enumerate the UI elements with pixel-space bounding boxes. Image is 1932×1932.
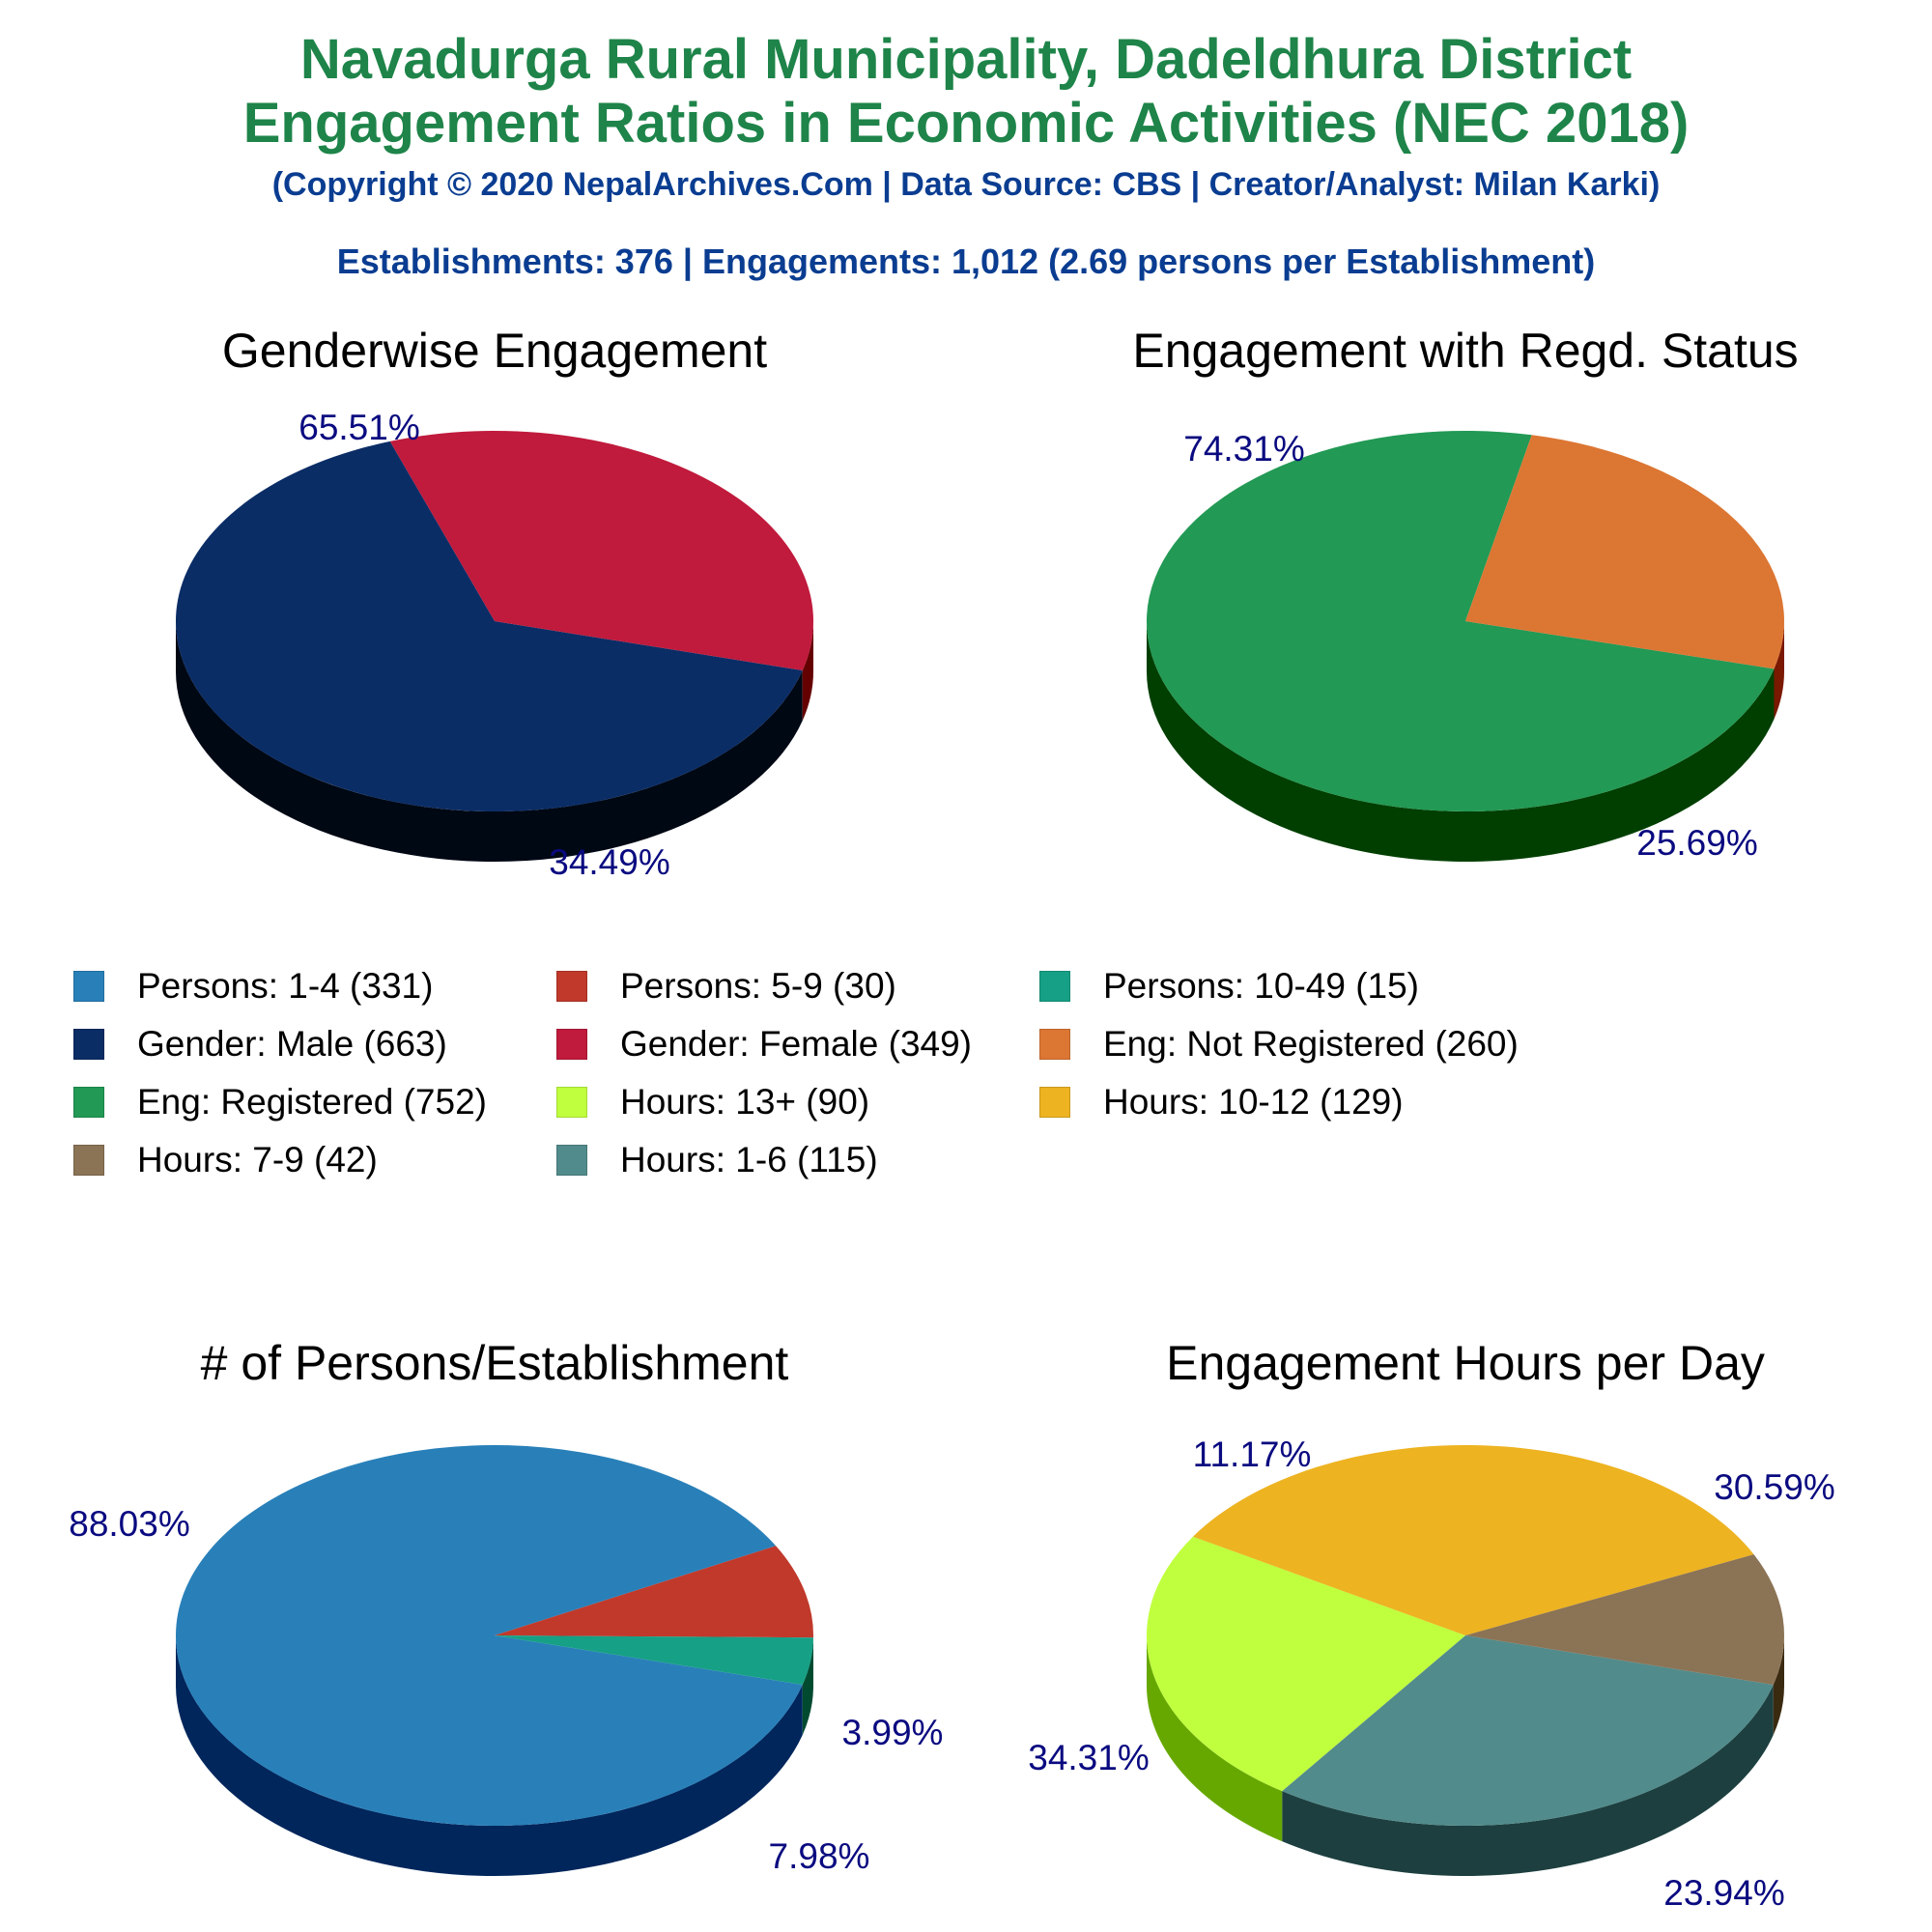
pie-slice-side-not-registered xyxy=(1774,621,1784,720)
pie-percent-label: 11.17% xyxy=(1193,1435,1312,1474)
legend-swatch xyxy=(73,1087,104,1118)
pie-chart-2: Engagement with Regd. Status 74.31% 25.69% xyxy=(1132,324,1798,863)
pie-chart-4: Engagement Hours per Day 30.59% 23.94% 34.3… xyxy=(1028,1336,1835,1913)
pie-percent-label: 30.59% xyxy=(1714,1467,1835,1507)
pie-slice-registered xyxy=(1147,431,1775,811)
pie-sides xyxy=(176,1635,814,1876)
pie-title: # of Persons/Establishment xyxy=(201,1336,789,1390)
pie-percent-label: 23.94% xyxy=(1663,1873,1785,1913)
pie-sides xyxy=(1147,1635,1784,1876)
legend-label: Persons: 1-4 (331) xyxy=(137,966,434,1006)
pie-percent-label: 7.98% xyxy=(769,1836,870,1876)
pie-sides xyxy=(1147,621,1784,863)
pie-percent-label: 34.31% xyxy=(1028,1738,1150,1777)
summary-line: Establishments: 376 | Engagements: 1,012… xyxy=(336,242,1596,281)
pie-slice-side-female xyxy=(802,621,813,721)
legend-item-eng-not-registered: Eng: Not Registered (260) xyxy=(1039,1024,1519,1065)
pie-percent-label: 34.49% xyxy=(549,842,670,882)
legend-label: Gender: Female (349) xyxy=(620,1024,973,1064)
pie-slice-female xyxy=(389,431,813,670)
pie-slice-side-1-4 xyxy=(176,1635,803,1876)
legend-swatch xyxy=(556,1087,587,1118)
pie-slice-not-registered xyxy=(1465,435,1784,669)
pie-tops xyxy=(175,1445,813,1826)
legend-swatch xyxy=(556,1029,587,1060)
legend-swatch xyxy=(1039,971,1070,1002)
pie-title: Engagement with Regd. Status xyxy=(1132,324,1798,378)
pie-percent-label: 88.03% xyxy=(69,1504,190,1544)
pie-percent-label: 74.31% xyxy=(1183,429,1305,469)
pie-slice-5-9 xyxy=(495,1546,813,1638)
pie-title: Genderwise Engagement xyxy=(222,324,767,378)
pie-slice-side-registered xyxy=(1147,621,1775,863)
legend-item-persons-5-9: Persons: 5-9 (30) xyxy=(556,966,896,1007)
legend-swatch xyxy=(73,1029,104,1060)
pie-tops xyxy=(1146,1445,1784,1826)
chart-title-line1: Navadurga Rural Municipality, Dadeldhura… xyxy=(299,28,1633,91)
pie-slice-7-9 xyxy=(1465,1554,1784,1685)
legend-label: Eng: Registered (752) xyxy=(137,1082,487,1122)
legend-swatch xyxy=(73,971,104,1002)
legend-swatch xyxy=(1039,1087,1070,1118)
pie-tops xyxy=(1147,431,1784,811)
legend-item-hours-1-6: Hours: 1-6 (115) xyxy=(556,1140,878,1180)
legend-swatch xyxy=(73,1145,104,1176)
legend-label: Hours: 1-6 (115) xyxy=(620,1140,878,1179)
pie-slice-side-10-49 xyxy=(802,1637,813,1735)
pie-slice-1-6 xyxy=(1282,1635,1774,1826)
pie-chart-1: Genderwise Engagement 65.51% 34.49% xyxy=(175,324,813,882)
legend-label: Persons: 10-49 (15) xyxy=(1103,966,1420,1006)
legend-label: Hours: 7-9 (42) xyxy=(137,1140,378,1179)
legend-item-hours-13-plus: Hours: 13+ (90) xyxy=(556,1082,869,1122)
pie-percent-label: 3.99% xyxy=(842,1713,944,1752)
pie-slice-1-4 xyxy=(175,1445,803,1826)
legend-label: Gender: Male (663) xyxy=(137,1024,447,1064)
pie-title: Engagement Hours per Day xyxy=(1166,1336,1765,1390)
copyright-line: (Copyright © 2020 NepalArchives.Com | Da… xyxy=(271,166,1661,203)
legend-item-hours-10-12: Hours: 10-12 (129) xyxy=(1039,1082,1404,1122)
pie-sides xyxy=(176,621,813,862)
pie-slice-side-13- xyxy=(1147,1635,1283,1842)
legend-label: Eng: Not Registered (260) xyxy=(1103,1024,1519,1064)
chart-title-line2: Engagement Ratios in Economic Activities… xyxy=(242,92,1690,155)
pie-slice-10-49 xyxy=(495,1635,813,1685)
legend-item-gender-female: Gender: Female (349) xyxy=(556,1024,972,1065)
pie-slice-10-12 xyxy=(1192,1445,1754,1635)
pie-tops xyxy=(175,431,813,812)
legend-item-persons-10-49: Persons: 10-49 (15) xyxy=(1039,966,1419,1007)
pie-slice-13- xyxy=(1146,1536,1465,1792)
pie-slice-side-1-6 xyxy=(1282,1684,1774,1876)
pie-chart-3: # of Persons/Establishment 88.03% 7.98% 3.9… xyxy=(69,1336,943,1876)
legend-item-hours-7-9: Hours: 7-9 (42) xyxy=(73,1140,378,1180)
pie-slice-male xyxy=(175,440,803,812)
legend-swatch xyxy=(556,1145,587,1176)
pie-percent-label: 65.51% xyxy=(298,408,420,447)
legend-swatch xyxy=(556,971,587,1002)
legend-item-eng-registered: Eng: Registered (752) xyxy=(73,1082,487,1122)
legend-swatch xyxy=(1039,1029,1070,1060)
legend-item-persons-1-4: Persons: 1-4 (331) xyxy=(73,966,433,1007)
pie-slice-side-7-9 xyxy=(1773,1635,1784,1735)
pie-percent-label: 25.69% xyxy=(1636,823,1758,863)
legend-label: Persons: 5-9 (30) xyxy=(620,966,896,1006)
legend-item-gender-male: Gender: Male (663) xyxy=(73,1024,447,1065)
pie-slice-side-male xyxy=(176,621,803,862)
legend-label: Hours: 13+ (90) xyxy=(620,1082,870,1122)
legend-label: Hours: 10-12 (129) xyxy=(1103,1082,1404,1122)
